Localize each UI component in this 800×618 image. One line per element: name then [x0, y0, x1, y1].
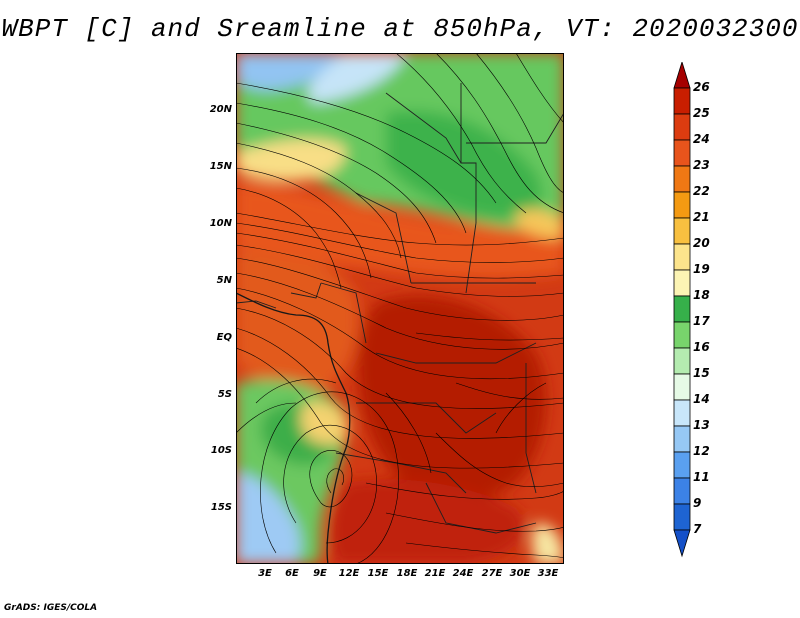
colorbar-segment: [673, 425, 691, 453]
colorbar-segment: [673, 451, 691, 479]
colorbar-label: 16: [693, 340, 710, 354]
colorbar-label: 18: [693, 288, 710, 302]
coastline: [236, 292, 351, 564]
colorbar-label: 14: [693, 392, 710, 406]
colorbar-label: 25: [693, 106, 710, 120]
colorbar-label: 26: [693, 80, 710, 94]
country-boundaries: [236, 83, 564, 534]
lat-tick-label: 15N: [209, 161, 232, 172]
colorbar-segment: [673, 347, 691, 375]
lon-tick-label: 30E: [509, 568, 531, 579]
colorbar-segment: [673, 139, 691, 167]
wbpt-field-25-core: [357, 295, 547, 501]
wbpt-field-13-nw: [236, 53, 346, 91]
wbpt-field-14-nw: [307, 53, 406, 103]
colorbar-top-arrow: [673, 62, 691, 89]
colorbar-segment: [673, 373, 691, 401]
colorbar-segment: [673, 165, 691, 193]
colorbar-segment: [673, 399, 691, 427]
map-frame: [236, 53, 564, 564]
colorbar-segment: [673, 113, 691, 141]
colorbar-segment: [673, 191, 691, 219]
colorbar-label: 20: [693, 236, 710, 250]
colorbar-label: 15: [693, 366, 710, 380]
colorbar-label: 7: [693, 522, 702, 536]
lon-tick-label: 12E: [338, 568, 360, 579]
lat-tick-label: 5S: [217, 389, 232, 400]
lon-tick-label: 21E: [424, 568, 446, 579]
colorbar-label: 9: [693, 496, 702, 510]
wbpt-field-25-south: [330, 479, 524, 564]
lon-tick-label: 6E: [285, 568, 299, 579]
wbpt-field-18-se: [531, 523, 564, 564]
colorbar-label: 21: [693, 210, 710, 224]
colorbar-label: 12: [693, 444, 710, 458]
colorbar-label: 24: [693, 132, 710, 146]
wbpt-field-20-ne: [516, 208, 564, 239]
lon-tick-label: 27E: [481, 568, 503, 579]
lon-tick-label: 24E: [452, 568, 474, 579]
chart-title: WBPT [C] and Sreamline at 850hPa, VT: 20…: [1, 14, 799, 44]
lat-tick-label: EQ: [216, 332, 232, 343]
wbpt-field-19-sw: [300, 402, 349, 445]
colorbar-label: 13: [693, 418, 710, 432]
map-panel: [236, 53, 564, 564]
colorbar-segment: [673, 87, 691, 115]
lon-tick-label: 18E: [396, 568, 418, 579]
colorbar: [673, 62, 691, 558]
colorbar-segment: [673, 503, 691, 531]
lat-tick-label: 15S: [210, 502, 232, 513]
colorbar-segment: [673, 477, 691, 505]
colorbar-segment: [673, 217, 691, 245]
lat-tick-label: 20N: [209, 104, 232, 115]
colorbar-label: 11: [693, 470, 710, 484]
colorbar-label: 17: [693, 314, 710, 328]
credit-text: GrADS: IGES/COLA: [4, 603, 98, 613]
lon-tick-label: 15E: [367, 568, 389, 579]
colorbar-segment: [673, 243, 691, 271]
lon-tick-label: 33E: [537, 568, 559, 579]
colorbar-segment: [673, 269, 691, 297]
colorbar-segment: [673, 295, 691, 323]
lon-tick-label: 3E: [258, 568, 272, 579]
lat-tick-label: 10N: [209, 218, 232, 229]
colorbar-label: 23: [693, 158, 710, 172]
lat-tick-label: 5N: [216, 275, 232, 286]
wbpt-field-13-sw: [236, 473, 301, 564]
lon-tick-label: 9E: [313, 568, 327, 579]
colorbar-label: 22: [693, 184, 710, 198]
streamlines: [236, 53, 564, 564]
colorbar-segment: [673, 321, 691, 349]
lat-tick-label: 10S: [210, 445, 232, 456]
colorbar-label: 19: [693, 262, 710, 276]
colorbar-bottom-arrow: [673, 529, 691, 558]
